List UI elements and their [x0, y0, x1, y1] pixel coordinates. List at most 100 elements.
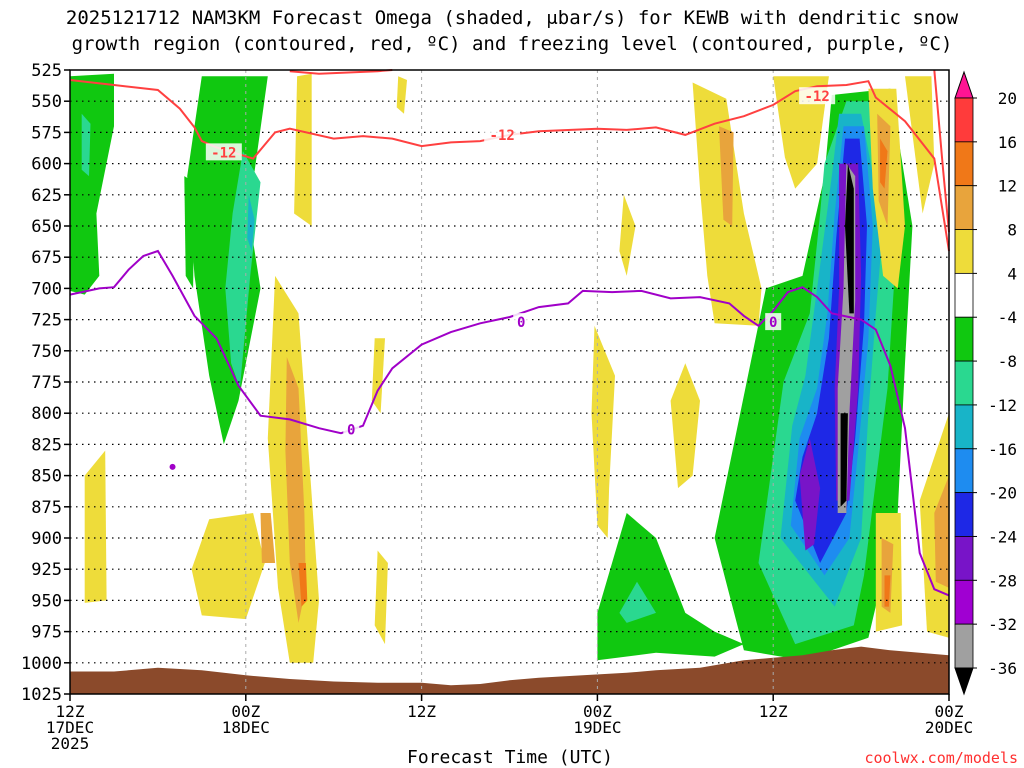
colorbar-bin-6: [954, 316, 974, 362]
contour-freezing-level-0: [69, 249, 950, 597]
contour-label-bg-0: [205, 143, 242, 161]
y-tick-label-925: 925: [31, 560, 62, 580]
omega-region-23: [773, 76, 829, 189]
colorbar-bin-13: [954, 623, 974, 669]
x-axis-label: Forecast Time (UTC): [407, 747, 613, 768]
omega-region-19: [597, 513, 744, 661]
colorbar-bin-3: [954, 185, 974, 230]
omega-region-1: [81, 113, 91, 177]
colorbar-bin-8: [954, 404, 974, 450]
colorbar-label-7: -12: [988, 396, 1017, 415]
colorbar-label-2: 12: [998, 177, 1017, 196]
y-tick-label-975: 975: [31, 623, 62, 643]
omega-region-15: [396, 76, 407, 114]
colorbar-label-12: -32: [988, 615, 1017, 634]
y-tick-label-750: 750: [31, 342, 62, 362]
freezing-level-dot: [169, 463, 176, 470]
contour-label-2: -12: [805, 89, 830, 105]
y-tick-label-600: 600: [31, 155, 62, 175]
colorbar-label-1: 16: [998, 133, 1017, 152]
y-axis: 525 550 575 600 625 650 675 700 725 750 775 800 825 8…: [21, 61, 70, 705]
colorbar-bin-12: [954, 579, 974, 625]
omega-region-6: [191, 513, 265, 620]
x-tick-label-0-0: 12Z: [56, 702, 85, 721]
x-tick-label-24-0: 12Z: [407, 702, 436, 721]
y-tick-label-775: 775: [31, 373, 62, 393]
y-tick-label-725: 725: [31, 311, 62, 331]
x-tick-label-36-0: 00Z: [583, 702, 612, 721]
x-tick-label-60-1: 20DEC: [925, 718, 973, 737]
omega-region-2: [187, 76, 268, 445]
colorbar-label-5: -4: [998, 308, 1017, 327]
colorbar-bin-5: [954, 272, 974, 318]
omega-region-22: [719, 126, 734, 226]
x-tick-label-48-0: 12Z: [759, 702, 788, 721]
omega-region-7: [260, 513, 276, 563]
colorbar-label-13: -36: [988, 659, 1017, 678]
y-tick-label-900: 900: [31, 529, 62, 549]
colorbar-label-3: 8: [1007, 221, 1017, 240]
omega-region-29: [799, 438, 821, 551]
y-tick-label-850: 850: [31, 467, 62, 487]
y-tick-label-800: 800: [31, 404, 62, 424]
omega-region-0: [70, 73, 114, 295]
terrain-fill: [70, 646, 949, 694]
omega-region-20: [619, 581, 656, 623]
colorbar-label-0: 20: [998, 89, 1017, 108]
contour-label-4: 0: [517, 315, 525, 331]
contour-label-5: 0: [769, 315, 777, 331]
y-tick-label-950: 950: [31, 591, 62, 611]
omega-region-9: [285, 357, 306, 623]
colorbar-bin-11: [954, 536, 974, 581]
y-tick-label-875: 875: [31, 498, 62, 518]
colorbar-bin-7: [954, 360, 974, 406]
chart-title-line-1: 2025121712 NAM3KM Forecast Omega (shaded…: [66, 7, 959, 29]
omega-region-18: [670, 363, 700, 489]
contour-label-bg-5: [765, 313, 782, 331]
omega-region-10: [298, 563, 308, 607]
colorbar: 20 16 12 8 4 -4 -8 -12 -16 -20 -24 -28 -32 -36: [954, 70, 1017, 696]
omega-shading: [70, 73, 949, 663]
colorbar-label-9: -20: [988, 484, 1017, 503]
colorbar-bin-2: [954, 141, 974, 187]
colorbar-label-10: -24: [988, 527, 1017, 546]
omega-region-39: [884, 575, 891, 607]
y-tick-label-650: 650: [31, 217, 62, 237]
colorbar-bin-9: [954, 448, 974, 494]
contour-label-0: -12: [211, 145, 236, 161]
omega-region-17: [619, 194, 636, 276]
omega-region-4: [247, 194, 255, 251]
omega-region-12: [84, 450, 107, 603]
y-tick-label-575: 575: [31, 123, 62, 143]
colorbar-label-4: 4: [1007, 264, 1017, 283]
omega-region-40: [905, 76, 935, 214]
colorbar-bin-top-arrow: [954, 70, 974, 99]
contour-dgz-right: [933, 69, 950, 233]
contour-label-bg-3: [343, 420, 360, 438]
contour-label-bg-1: [484, 125, 521, 143]
x-tick-label-12-1: 18DEC: [222, 718, 270, 737]
y-tick-label-625: 625: [31, 186, 62, 206]
terrain-layer: [70, 646, 949, 694]
colorbar-bin-4: [954, 229, 974, 274]
omega-region-32: [845, 163, 854, 314]
chart-title-line-2: growth region (contoured, red, ºC) and f…: [72, 33, 953, 55]
contour-label-1: -12: [490, 128, 515, 144]
contour-label-bg-2: [799, 87, 836, 105]
colorbar-label-6: -8: [998, 352, 1017, 371]
credit-label: coolwx.com/models: [864, 749, 1018, 767]
contour-label-3: 0: [347, 422, 355, 438]
y-tick-label-1025: 1025: [21, 685, 62, 705]
omega-region-11: [294, 73, 312, 226]
omega-region-33: [840, 413, 848, 507]
omega-region-42: [934, 475, 949, 588]
x-tick-label-12-0: 00Z: [231, 702, 260, 721]
y-tick-label-825: 825: [31, 435, 62, 455]
colorbar-bin-1: [954, 97, 974, 143]
omega-region-5: [184, 176, 195, 289]
omega-region-14: [374, 550, 388, 645]
x-tick-label-0-2: 2025: [51, 734, 90, 753]
colorbar-bin-10: [954, 492, 974, 537]
